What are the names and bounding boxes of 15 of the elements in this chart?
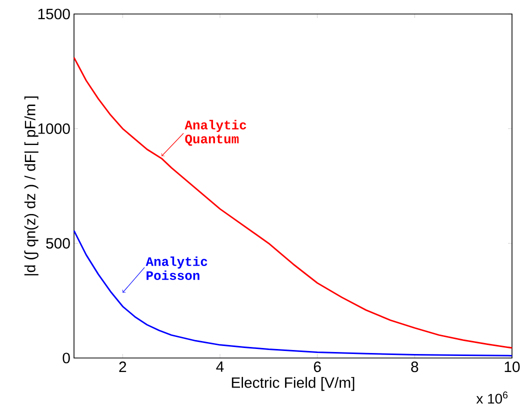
y-axis-title: |d (∫ qn(z) dz ) / dF| [ pF/m ] (24, 96, 38, 276)
y-tick-label: 1000 (38, 123, 70, 134)
x-axis-title: Electric Field [V/m] (232, 376, 354, 391)
x-tick-label: 2 (119, 362, 126, 372)
x-tick-label: 6 (314, 362, 321, 372)
y-tick-label: 1500 (38, 8, 70, 20)
x-tick-label: 4 (216, 362, 224, 372)
x-tick-label: 10 (504, 362, 520, 372)
y-tick-label: 0 (62, 352, 70, 364)
y-tick-label: 500 (46, 238, 70, 249)
annotation: Analytic Quantum (184, 120, 246, 146)
annotation: Analytic Poisson (146, 256, 208, 280)
x-tick-label: 8 (411, 362, 418, 372)
line-series (73, 230, 513, 356)
text: x 10$^{6}$ (476, 392, 508, 404)
